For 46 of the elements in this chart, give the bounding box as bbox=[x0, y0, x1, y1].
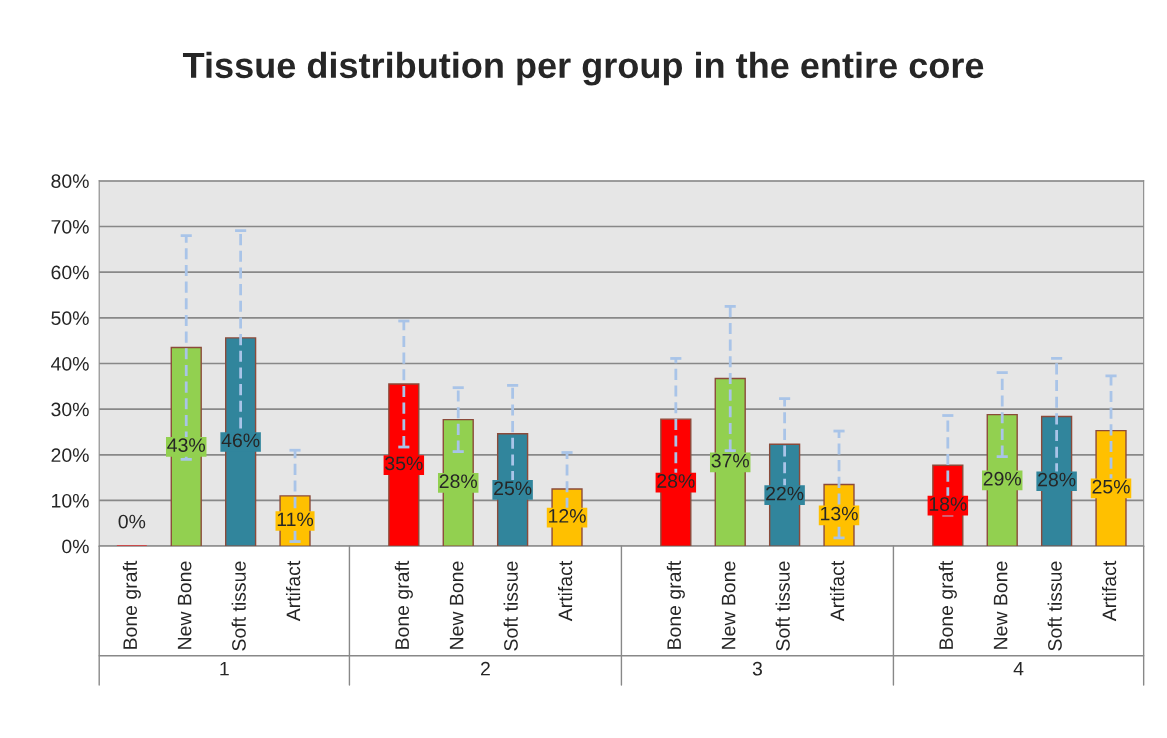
y-tick-label: 50% bbox=[51, 311, 89, 326]
text: 2 bbox=[481, 661, 490, 676]
data-label: 46% bbox=[221, 433, 260, 448]
x-tick-label: Bone graft bbox=[666, 560, 685, 649]
y-tick-label: 30% bbox=[51, 402, 89, 417]
y-tick-label: 70% bbox=[51, 219, 89, 234]
y-tick-label: 60% bbox=[51, 265, 89, 280]
data-label: 12% bbox=[549, 509, 586, 523]
data-label: 22% bbox=[766, 486, 804, 501]
data-label: 35% bbox=[385, 456, 423, 471]
data-label: 11% bbox=[277, 512, 314, 527]
x-tick-label: Soft tissue bbox=[231, 561, 246, 651]
x-tick-label: Artifact bbox=[1101, 560, 1117, 622]
x-tick-label: Soft tissue bbox=[1047, 561, 1062, 651]
x-tick-label: Bone graft bbox=[938, 560, 957, 649]
data-label: 28% bbox=[1038, 472, 1076, 487]
y-tick-label: 40% bbox=[51, 356, 89, 371]
y-tick-label: 80% bbox=[51, 174, 89, 189]
data-label: 25% bbox=[1092, 479, 1130, 494]
x-tick-label: Artifact bbox=[557, 560, 573, 622]
data-label: 28% bbox=[657, 474, 695, 488]
data-label: 37% bbox=[711, 453, 749, 468]
chart-title: Tissue distribution per group in the entire core bbox=[182, 51, 984, 86]
y-tick-label: 20% bbox=[51, 448, 89, 463]
text: 3 bbox=[752, 661, 762, 676]
x-tick-label: New Bone bbox=[449, 561, 464, 649]
data-label: 0% bbox=[118, 514, 146, 529]
data-label: 13% bbox=[821, 506, 858, 521]
x-tick-label: Soft tissue bbox=[775, 561, 790, 651]
x-tick-label: New Bone bbox=[177, 561, 192, 649]
x-tick-label: Soft tissue bbox=[503, 561, 518, 651]
data-label: 25% bbox=[494, 481, 532, 496]
x-tick-label: Bone graft bbox=[122, 560, 141, 649]
text: 1 bbox=[220, 661, 229, 676]
x-tick-label: Bone graft bbox=[394, 560, 413, 649]
y-tick-label: 10% bbox=[52, 493, 89, 508]
x-tick-label: New Bone bbox=[993, 561, 1008, 649]
data-label: 29% bbox=[983, 471, 1021, 486]
data-label: 28% bbox=[439, 474, 477, 489]
data-label: 18% bbox=[929, 497, 967, 511]
x-tick-label: Artifact bbox=[829, 560, 845, 622]
text: 4 bbox=[1013, 661, 1024, 676]
x-tick-label: New Bone bbox=[721, 561, 736, 649]
y-tick-label: 0% bbox=[62, 539, 89, 554]
data-label: 43% bbox=[167, 438, 205, 453]
x-tick-label: Artifact bbox=[285, 560, 301, 622]
